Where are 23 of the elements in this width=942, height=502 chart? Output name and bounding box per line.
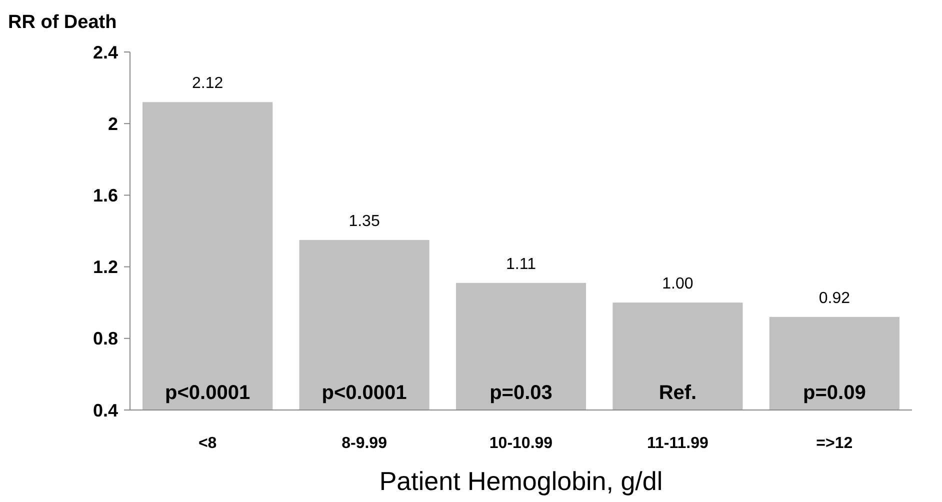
annotation: p=0.09 — [803, 382, 866, 404]
data-label: 1.35 — [348, 212, 380, 230]
x-tick-label: 11-11.99 — [647, 435, 709, 452]
annotation: p=0.03 — [490, 382, 552, 404]
y-tick-label: 2.4 — [92, 42, 118, 62]
annotation: p<0.0001 — [322, 382, 407, 404]
annotation: p<0.0001 — [165, 382, 250, 404]
annotation: Ref. — [658, 382, 697, 404]
y-tick-label: 0.8 — [92, 328, 118, 349]
data-label: 2.12 — [192, 75, 224, 92]
x-tick-label: =>12 — [816, 435, 853, 452]
x-tick-label: 10-10.99 — [489, 435, 553, 452]
data-label: 0.92 — [818, 290, 850, 307]
data-label: 1.00 — [662, 276, 694, 293]
y-tick-label: 0.4 — [92, 400, 118, 420]
x-tick-label: <8 — [198, 435, 217, 452]
y-tick-label: 1.2 — [92, 257, 118, 278]
x-tick-label: 8-9.99 — [342, 435, 388, 452]
data-label: 1.11 — [506, 256, 536, 273]
y-tick-label: 1.6 — [92, 186, 118, 206]
y-tick-label: 2 — [108, 114, 118, 134]
y-axis-title: RR of Death — [8, 12, 117, 33]
x-axis-title: Patient Hemoglobin, g/dl — [379, 466, 663, 496]
